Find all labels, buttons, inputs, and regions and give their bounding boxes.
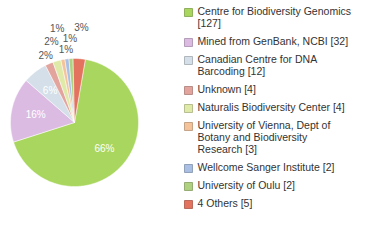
svg-text:1%: 1% <box>59 44 74 55</box>
svg-text:66%: 66% <box>94 143 114 154</box>
svg-text:Centre for Biodiversity Genomi: Centre for Biodiversity Genomics[127] <box>198 5 351 29</box>
svg-text:University of Oulu [2]: University of Oulu [2] <box>198 179 296 191</box>
svg-text:4 Others [5]: 4 Others [5] <box>198 197 253 209</box>
svg-text:Unknown [4]: Unknown [4] <box>198 83 256 95</box>
svg-text:3%: 3% <box>74 22 89 33</box>
svg-text:2%: 2% <box>38 50 53 61</box>
svg-text:1%: 1% <box>50 23 65 35</box>
svg-text:1%: 1% <box>63 33 78 44</box>
svg-text:University of Vienna, Dept ofB: University of Vienna, Dept ofBotany and … <box>198 119 331 155</box>
svg-text:Naturalis Biodiversity Center: Naturalis Biodiversity Center [4] <box>198 101 345 113</box>
svg-text:2%: 2% <box>44 36 59 47</box>
svg-text:Mined from GenBank, NCBI [32]: Mined from GenBank, NCBI [32] <box>198 35 349 47</box>
svg-text:16%: 16% <box>26 109 46 120</box>
svg-text:Canadian Centre for DNABarcodi: Canadian Centre for DNABarcoding [12] <box>198 53 318 77</box>
svg-text:Wellcome Sanger Institute [2]: Wellcome Sanger Institute [2] <box>198 161 335 173</box>
svg-text:6%: 6% <box>43 85 58 96</box>
